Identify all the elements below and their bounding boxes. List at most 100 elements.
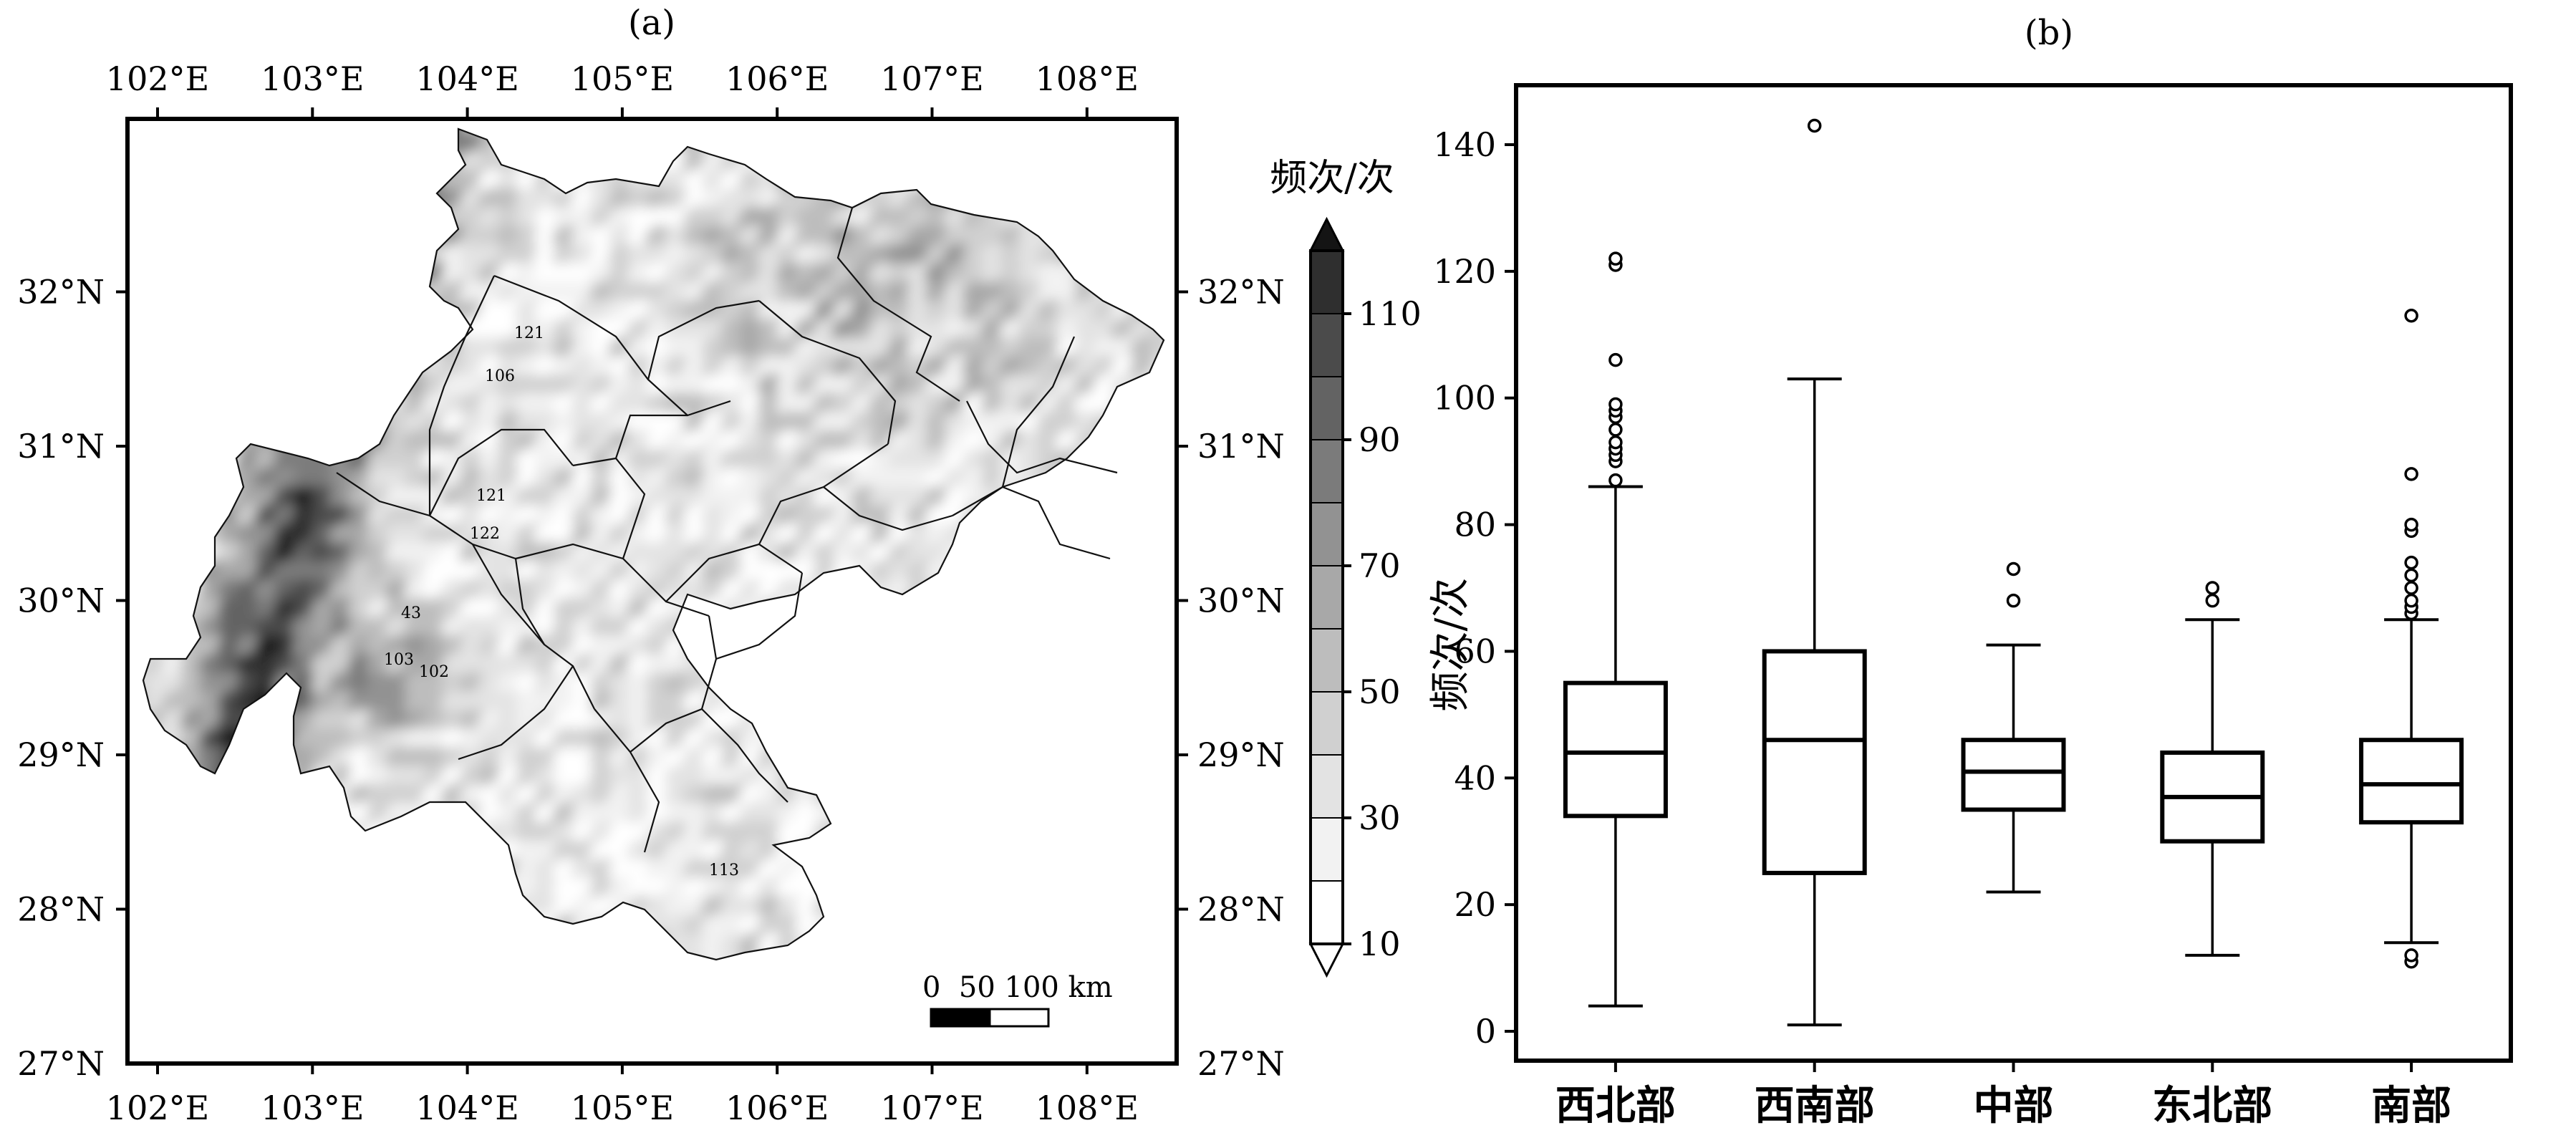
contour-cell (180, 858, 211, 889)
contour-cell (1074, 448, 1105, 480)
contour-cell (310, 150, 342, 182)
contour-cell (1055, 169, 1086, 201)
contour-cell (198, 132, 230, 163)
contour-cell (273, 877, 304, 908)
outlier-point (2205, 593, 2220, 608)
y-tick-label: 60 (1454, 632, 1496, 670)
outlier-point (2404, 555, 2418, 570)
contour-cell (329, 411, 360, 443)
contour-cell (385, 169, 416, 201)
contour-cell (850, 709, 882, 741)
contour-cell (1129, 486, 1161, 517)
contour-cell (198, 411, 230, 443)
contour-cell (459, 877, 491, 908)
y-tick-label: 40 (1454, 758, 1496, 797)
contour-cell (887, 783, 919, 815)
contour-cell (422, 877, 453, 908)
contour-cell (943, 783, 975, 815)
contour-cell (403, 877, 435, 908)
contour-cell (310, 169, 342, 201)
contour-cell (1129, 802, 1161, 834)
contour-cell (1111, 783, 1142, 815)
contour-cell (1129, 541, 1161, 573)
outlier-point (2404, 593, 2418, 608)
contour-cell (980, 783, 1012, 815)
contour-cell (1036, 541, 1068, 573)
contour-cell (254, 318, 286, 349)
contour-cell (385, 243, 416, 275)
contour-cell (757, 653, 788, 685)
contour-cell (1092, 914, 1124, 945)
contour-cell (291, 355, 323, 387)
contour-cell (366, 132, 397, 163)
contour-cell (1092, 746, 1124, 778)
contour-cell (534, 132, 565, 163)
contour-cell (291, 281, 323, 312)
contour-cell (217, 932, 249, 960)
contour-cell (291, 821, 323, 852)
contour-cell (1055, 597, 1086, 629)
contour-cell (236, 243, 267, 275)
y-tick-label: 20 (1454, 885, 1496, 924)
contour-cell (385, 262, 416, 294)
contour-cell (999, 560, 1031, 592)
contour-cell (1111, 579, 1142, 610)
contour-cell (161, 504, 193, 536)
contour-cell (1111, 690, 1142, 722)
contour-cell (962, 839, 993, 871)
contour-cell (1111, 635, 1142, 666)
contour-cell (310, 262, 342, 294)
contour-cell (236, 206, 267, 238)
contour-cell (1111, 877, 1142, 908)
contour-cell (1018, 783, 1049, 815)
contour-cell (980, 597, 1012, 629)
box-item (2160, 581, 2265, 957)
contour-cell (962, 765, 993, 796)
contour-cell (347, 932, 379, 960)
contour-cell (552, 132, 584, 163)
contour-cell (999, 914, 1031, 945)
contour-cell (310, 839, 342, 871)
contour-cell (1092, 839, 1124, 871)
y-tick-label: 80 (1454, 506, 1496, 544)
contour-cell (1129, 150, 1161, 182)
contour-cell (1036, 653, 1068, 685)
contour-cell (1111, 486, 1142, 517)
contour-cell (1074, 616, 1105, 647)
contour-cell (887, 132, 919, 163)
contour-cell (440, 839, 472, 871)
contour-cell (385, 132, 416, 163)
contour-cell (161, 895, 193, 927)
contour-cell (236, 783, 267, 815)
contour-cell (1074, 690, 1105, 722)
outlier-point (2404, 948, 2418, 963)
contour-cell (813, 616, 844, 647)
contour-cell (1111, 132, 1142, 163)
contour-cell (869, 765, 900, 796)
lon-tick-label-bottom: 107°E (880, 1089, 983, 1127)
contour-cell (1111, 597, 1142, 629)
contour-cell (254, 262, 286, 294)
contour-cell (1055, 783, 1086, 815)
contour-cell (161, 467, 193, 498)
contour-cell (943, 914, 975, 945)
contour-cell (329, 355, 360, 387)
contour-cell (161, 783, 193, 815)
contour-cell (347, 132, 379, 163)
contour-cell (385, 206, 416, 238)
contour-cell (943, 541, 975, 573)
contour-cell (1092, 448, 1124, 480)
contour-cell (180, 299, 211, 331)
outlier-point (2404, 517, 2418, 532)
contour-cell (906, 746, 937, 778)
contour-cell (999, 635, 1031, 666)
contour-cell (161, 392, 193, 424)
contour-cell (1018, 895, 1049, 927)
contour-cell (143, 262, 174, 294)
contour-cell (831, 783, 863, 815)
contour-cell (943, 653, 975, 685)
contour-cell (869, 728, 900, 759)
region-borders (336, 207, 1118, 853)
contour-cell (1018, 914, 1049, 945)
contour-cell (329, 281, 360, 312)
